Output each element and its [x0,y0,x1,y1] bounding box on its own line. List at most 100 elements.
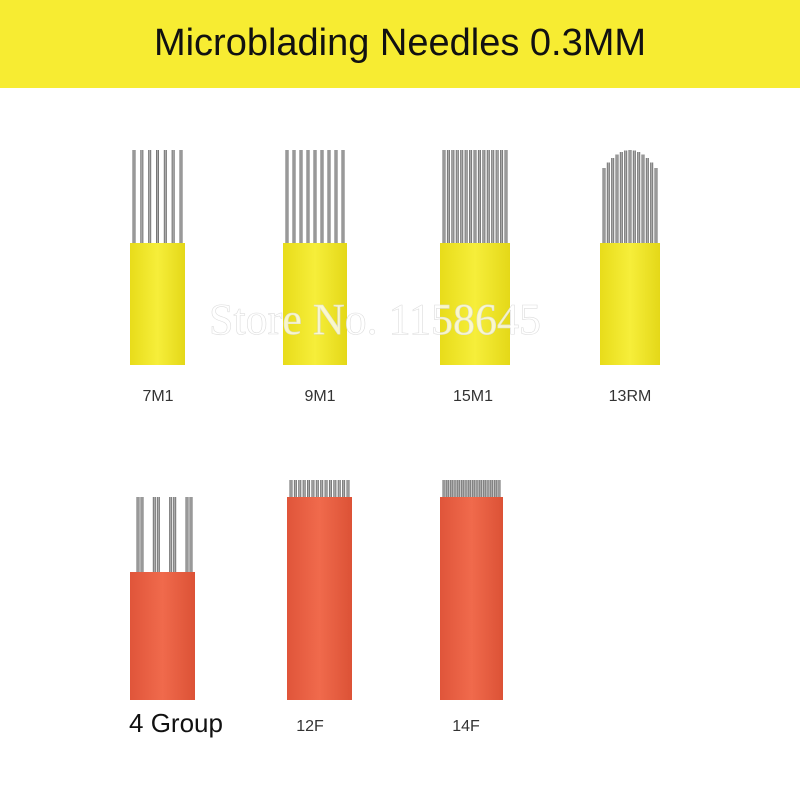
needle-label: 14F [452,718,480,735]
needle [611,158,615,243]
needle [471,480,475,497]
needle [189,497,193,572]
needle [482,480,486,497]
blade-body [440,243,510,365]
needle [654,168,658,243]
needle [446,150,450,243]
needle [132,150,136,243]
needle [163,150,167,243]
needle [293,480,297,497]
needle [337,480,341,497]
needle [449,480,453,497]
needle [469,150,473,243]
needle [320,480,324,497]
needle [333,480,337,497]
needle [619,152,623,243]
needle [641,154,645,243]
needle [342,480,346,497]
needle [185,497,189,572]
needle-label: 4 Group [129,708,223,738]
blade-body [600,243,660,365]
needle [311,480,315,497]
needle-label: 7M1 [142,388,173,405]
needle [136,497,140,572]
needle [156,497,160,572]
blade-body [130,243,185,365]
needle [341,150,345,243]
watermark: Store No. 1158645 [209,295,541,344]
needle [500,150,504,243]
blade-body [130,572,195,700]
needle [320,150,324,243]
needle [486,150,490,243]
blade-body [287,497,352,700]
needle [497,480,501,497]
needle [624,150,628,243]
needle [451,150,455,243]
needle [298,480,302,497]
needle [302,480,306,497]
needle [455,150,459,243]
needle [650,162,654,243]
needle [442,150,446,243]
title: Microblading Needles 0.3MM [154,22,646,64]
needle [457,480,461,497]
needle-label: 12F [296,718,324,735]
blade-body [440,497,503,700]
needle [460,480,464,497]
needle [324,480,328,497]
needle [442,480,446,497]
needle [460,150,464,243]
needle [606,162,610,243]
needle [615,154,619,243]
needle-label: 9M1 [304,388,335,405]
needle [495,150,499,243]
needle [346,480,350,497]
needle-label: 15M1 [453,388,493,405]
needle [292,150,296,243]
needle [171,150,175,243]
needle [148,150,152,243]
needle [491,150,495,243]
title-banner [0,0,800,88]
needle [490,480,494,497]
needle [313,150,317,243]
needle [482,150,486,243]
needle [334,150,338,243]
needle [453,480,457,497]
needle [315,480,319,497]
needle [468,480,472,497]
needle [473,150,477,243]
needle [306,150,310,243]
needle [475,480,479,497]
needle [446,480,450,497]
needle [645,158,649,243]
needle [637,152,641,243]
needle-group [130,150,660,700]
needle [632,150,636,243]
needle [140,497,144,572]
needle [299,150,303,243]
needle [327,150,331,243]
needle [464,480,468,497]
needle [307,480,311,497]
needle [493,480,497,497]
needle [289,480,293,497]
needle [140,150,144,243]
needle [173,497,177,572]
needle [602,168,606,243]
needle [628,150,632,243]
needle [152,497,156,572]
needle [156,150,159,243]
needle [179,150,183,243]
needle [169,497,173,572]
needle [486,480,490,497]
needle [477,150,481,243]
needle [479,480,483,497]
blade-body [283,243,347,365]
needle [464,150,468,243]
needle [504,150,508,243]
needle [285,150,289,243]
needle [328,480,332,497]
